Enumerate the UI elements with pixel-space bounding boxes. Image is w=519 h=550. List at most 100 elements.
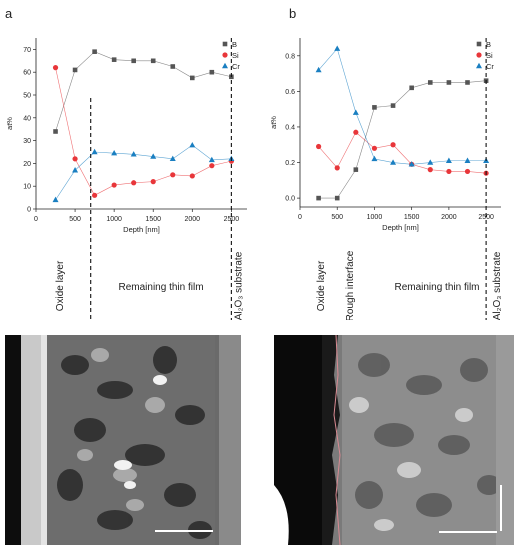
chart-b-legend-marker-cr xyxy=(476,62,482,69)
chart-b-region-label: Oxide layer xyxy=(316,260,327,311)
chart-b-y-tick-label: 0.2 xyxy=(285,160,295,167)
chart-a-point-b xyxy=(170,64,176,69)
chart-a-point-cr xyxy=(130,151,137,157)
chart-b: 0 500 1000 1500 2000 2500 0.0 0.2 0.4 0.6 0.8 Depth… xyxy=(269,38,503,320)
chart-b-y-tick-label: 0.6 xyxy=(285,89,295,96)
chart-b-x-tick-label: 500 xyxy=(331,214,343,221)
chart-a-point-b xyxy=(111,57,117,62)
chart-b-x-tick-label: 1000 xyxy=(367,214,383,221)
chart-a-point-b xyxy=(209,69,215,75)
chart-b-point-cr xyxy=(464,157,471,163)
chart-a-legend-marker-b xyxy=(222,41,228,47)
chart-a-point-si xyxy=(92,192,98,198)
chart-a-point-cr xyxy=(208,156,215,163)
chart-a-point-b xyxy=(53,129,58,134)
chart-b-point-b xyxy=(427,80,433,85)
chart-b-point-si xyxy=(353,129,359,135)
chart-a-point-cr xyxy=(150,153,157,159)
chart-a-region-label: Al₂O₃ substrate xyxy=(233,251,244,320)
chart-b-point-si xyxy=(390,142,396,148)
chart-b-y-tick-label: 0.4 xyxy=(285,124,295,131)
chart-a-series-line-cr xyxy=(55,144,232,201)
chart-a-point-b xyxy=(189,75,195,81)
chart-b-point-cr xyxy=(315,66,322,73)
chart-b-x-tick-label: 0 xyxy=(298,214,302,221)
chart-a-point-si xyxy=(111,182,117,188)
chart-a-point-cr xyxy=(189,141,196,148)
chart-b-y-tick-label: 0.8 xyxy=(285,53,295,60)
chart-b-point-cr xyxy=(427,159,434,165)
chart-a-x-tick-label: 500 xyxy=(69,216,81,223)
chart-a-point-si xyxy=(189,173,195,179)
chart-a-x-tick-label: 2000 xyxy=(185,216,201,223)
chart-b-legend-label-si: Si xyxy=(486,51,493,60)
chart-a-x-tick-label: 0 xyxy=(34,216,38,223)
chart-b-point-b xyxy=(353,167,359,172)
chart-a-point-b xyxy=(92,49,97,54)
chart-b-x-tick-label: 1500 xyxy=(404,214,420,221)
chart-a-point-si xyxy=(209,163,215,169)
chart-b-point-si xyxy=(446,168,452,175)
chart-b-series-line-si xyxy=(318,131,487,174)
chart-b-region-label: Al₂O₃ substrate xyxy=(492,251,503,320)
chart-b-point-b xyxy=(372,105,377,110)
chart-b-x-tick-label: 2000 xyxy=(441,214,457,221)
chart-b-region-label: Remaining thin film xyxy=(394,282,479,293)
chart-b-legend-label-b: B xyxy=(486,40,491,49)
chart-a-legend-marker-cr xyxy=(222,62,228,69)
chart-b-point-cr xyxy=(408,161,415,167)
chart-a-y-tick-label: 10 xyxy=(23,184,31,191)
chart-a-region-label: Oxide layer xyxy=(55,260,66,311)
chart-b-point-cr xyxy=(445,157,452,163)
chart-a-y-tick-label: 60 xyxy=(23,70,31,77)
chart-a-series-line-b xyxy=(55,51,232,132)
chart-b-point-si xyxy=(334,165,340,171)
chart-a-legend-label-si: Si xyxy=(232,51,239,60)
chart-b-point-cr xyxy=(390,159,397,165)
chart-b-legend-label-cr: Cr xyxy=(486,62,494,71)
chart-b-region-label: Rough interface xyxy=(345,250,356,320)
chart-b-point-b xyxy=(446,80,452,85)
chart-a-y-tick-label: 40 xyxy=(23,115,31,122)
tem-micrograph-b xyxy=(274,335,514,545)
chart-b-point-si xyxy=(464,168,471,175)
chart-b-point-cr xyxy=(334,45,341,51)
chart-a-y-tick-label: 70 xyxy=(23,47,31,54)
chart-a-x-tick-label: 1000 xyxy=(106,216,122,223)
chart-a-region-label: Remaining thin film xyxy=(119,282,204,293)
chart-a-series-line-si xyxy=(55,67,232,196)
chart-b-x-axis-label: Depth [nm] xyxy=(382,223,419,232)
chart-a-y-tick-label: 50 xyxy=(23,93,31,100)
chart-a-point-si xyxy=(131,180,137,186)
chart-b-point-si xyxy=(371,145,378,151)
chart-b-series-line-b xyxy=(318,80,487,199)
chart-b-point-si xyxy=(427,167,433,173)
chart-a-point-cr xyxy=(169,155,176,162)
chart-a-point-b xyxy=(150,58,156,64)
chart-a-point-b xyxy=(131,58,136,64)
chart-a-point-si xyxy=(72,156,78,162)
chart-a-legend-label-cr: Cr xyxy=(232,62,240,71)
chart-a-point-b xyxy=(72,67,78,73)
chart-a-point-si xyxy=(52,65,59,71)
chart-b-point-cr xyxy=(352,109,359,115)
chart-b-y-axis-label: at% xyxy=(269,116,278,129)
chart-b-point-b xyxy=(390,103,396,108)
chart-a-point-cr xyxy=(52,196,59,203)
chart-a-legend-marker-si xyxy=(222,52,228,58)
chart-a-y-tick-label: 20 xyxy=(23,161,31,168)
chart-a-point-cr xyxy=(91,148,98,155)
chart-b-series-line-cr xyxy=(318,48,487,165)
chart-a-point-si xyxy=(150,179,156,185)
chart-b-legend-marker-si xyxy=(476,52,482,58)
chart-b-point-b xyxy=(316,195,321,201)
chart-a-x-axis-label: Depth [nm] xyxy=(123,225,160,234)
chart-b-legend-marker-b xyxy=(476,41,482,47)
chart-b-point-si xyxy=(316,143,322,150)
tem-micrograph-a xyxy=(5,335,241,545)
chart-b-x-tick-label: 2500 xyxy=(478,214,494,221)
chart-a-y-axis-label: at% xyxy=(5,117,14,130)
chart-b-y-tick-label: 0.0 xyxy=(285,196,295,203)
panel-letter-a: a xyxy=(5,6,13,21)
